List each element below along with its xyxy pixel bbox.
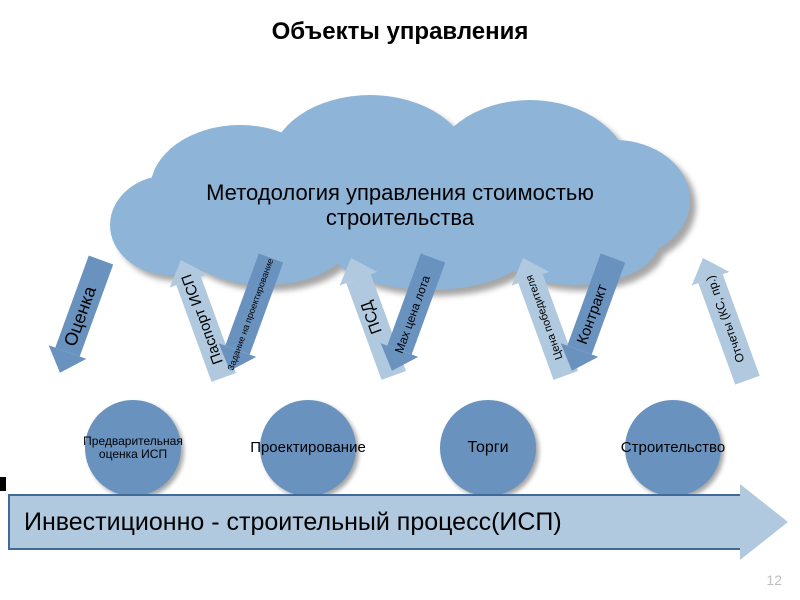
process-arrow: Инвестиционно - строительный процесс(ИСП…	[0, 494, 790, 550]
cloud: Методология управления стоимостью строит…	[120, 85, 680, 270]
flow-arrow: Оценка	[48, 256, 113, 378]
phase-node: Торги	[440, 400, 536, 496]
phase-node: Проектирование	[260, 400, 356, 496]
flow-arrow: Отчеты (КС, пр.)	[691, 254, 760, 385]
process-arrow-label: Инвестиционно - строительный процесс(ИСП…	[8, 494, 740, 550]
phase-node: Строительство	[625, 400, 721, 496]
page-number: 12	[766, 572, 782, 588]
phase-node: Предварительная оценка ИСП	[85, 400, 181, 496]
axis-tick	[0, 477, 6, 491]
page-title: Объекты управления	[0, 18, 800, 46]
cloud-text: Методология управления стоимостью строит…	[160, 180, 640, 231]
